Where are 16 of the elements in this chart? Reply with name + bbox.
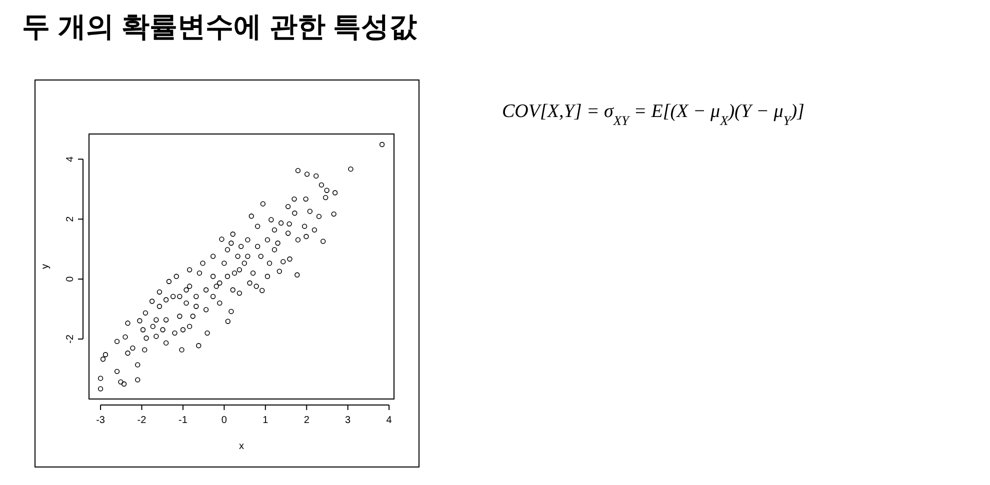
text: COV[X,Y] = σ$_{XY}$ = E[(X − μ$_{X}$)(Y − μ$_{Y}$)]: [502, 101, 804, 128]
x-axis-title: x: [239, 441, 244, 452]
y-tick-label: 2: [65, 216, 76, 222]
x-tick-label: 0: [221, 415, 228, 426]
chart-title: 두 개의 확률변수에 관한 특성값: [22, 11, 418, 42]
y-axis-title: y: [40, 264, 51, 269]
x-tick-label: 2: [304, 415, 310, 426]
y-tick-label: -2: [65, 334, 76, 344]
y-tick-label: 4: [65, 156, 76, 162]
x-tick-label: -3: [96, 415, 106, 426]
x-tick-label: 3: [345, 415, 352, 426]
x-tick-label: -1: [178, 415, 188, 426]
x-tick-label: 1: [262, 415, 269, 426]
y-tick-label: 0: [65, 276, 76, 282]
x-tick-label: 4: [386, 415, 392, 426]
x-tick-label: -2: [137, 415, 147, 426]
